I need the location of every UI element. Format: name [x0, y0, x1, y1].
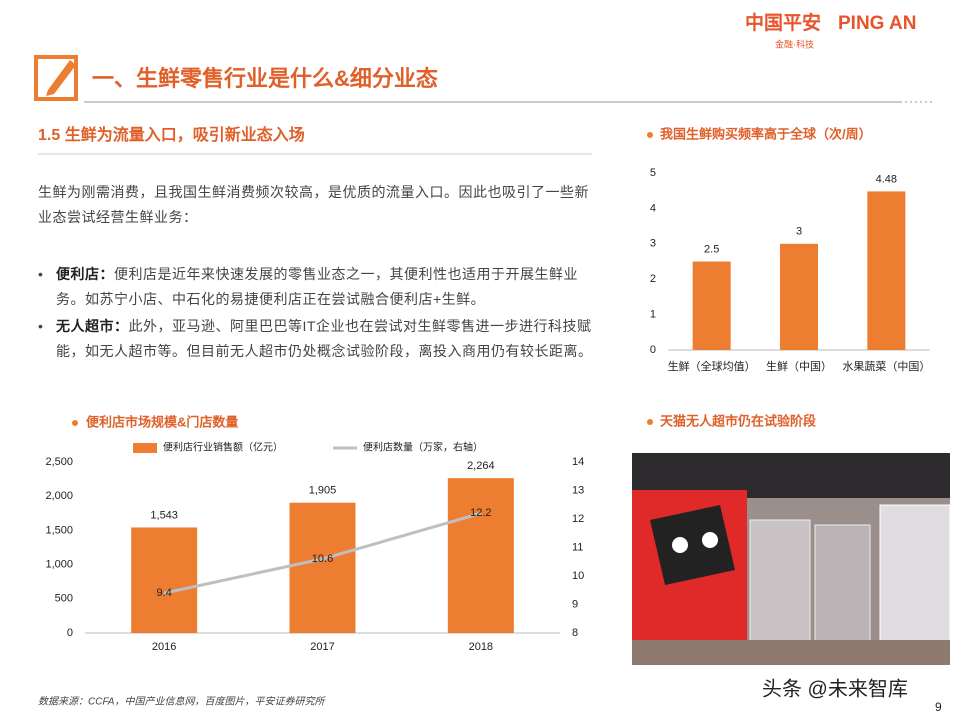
- tick-label: 4: [650, 202, 656, 214]
- tick-label: 10: [572, 570, 584, 582]
- chart-title: 我国生鲜购买频率高于全球（次/周）: [660, 126, 872, 141]
- tick-label: 0: [650, 344, 656, 356]
- chart-title: 便利店市场规模&门店数量: [86, 414, 238, 429]
- watermark: 头条 @未来智库: [762, 677, 908, 700]
- tick-label: 2,500: [45, 456, 73, 468]
- bar: [289, 502, 356, 633]
- x-tick-label: 2016: [152, 641, 176, 653]
- data-label: 2,264: [467, 460, 495, 472]
- tick-label: 2: [650, 273, 656, 285]
- x-tick-label: 水果蔬菜（中国）: [842, 360, 930, 373]
- logo-en: PING AN: [838, 13, 916, 34]
- subtitle: 1.5 生鲜为流量入口，吸引新业态入场: [38, 125, 305, 144]
- bar: [780, 243, 818, 350]
- data-label: 12.2: [470, 507, 491, 519]
- bar: [447, 478, 514, 633]
- tick-label: 8: [572, 627, 578, 639]
- bar: [131, 527, 198, 633]
- data-label: 9.4: [157, 587, 172, 599]
- pen-icon: [46, 60, 76, 96]
- x-tick-label: 生鲜（全球均值）: [668, 359, 756, 373]
- logo-cn: 中国平安: [745, 11, 821, 34]
- bar: [867, 191, 906, 350]
- bullet-text: 便利店是近年来快速发展的零售业态之一，其便利性也适用于开展生鲜业务。如苏宁小店、…: [56, 266, 578, 307]
- tick-label: 500: [55, 593, 73, 605]
- data-label: 4.48: [876, 173, 897, 185]
- x-tick-label: 生鲜（中国）: [766, 359, 832, 373]
- image-caption: 天猫无人超市仍在试验阶段: [660, 413, 816, 428]
- bullet: • 便利店：便利店是近年来快速发展的零售业态之一，其便利性也适用于开展生鲜业务。如…: [38, 266, 578, 307]
- data-label: 2.5: [704, 243, 719, 255]
- tick-label: 11: [572, 541, 583, 553]
- bullet-label: 便利店：: [56, 266, 114, 282]
- tick-label: 9: [572, 598, 578, 610]
- legend-label: 便利店数量（万家，右轴）: [363, 441, 483, 454]
- source: 数据来源：CCFA，中国产业信息网，百度图片，平安证券研究所: [38, 696, 326, 708]
- tick-label: 3: [650, 238, 656, 250]
- x-tick-label: 2017: [310, 641, 334, 653]
- logo-sub: 金融·科技: [775, 38, 814, 49]
- tick-label: 2,000: [45, 490, 73, 502]
- tick-label: 13: [572, 484, 584, 496]
- page-number: 9: [935, 700, 942, 714]
- tick-label: 0: [67, 627, 73, 639]
- title-icon: [34, 55, 78, 101]
- data-label: 1,543: [150, 509, 178, 521]
- tick-label: 1,000: [45, 559, 73, 571]
- legend-swatch: [133, 443, 157, 453]
- data-label: 10.6: [312, 553, 333, 565]
- bar: [692, 261, 731, 350]
- title-dot: [72, 420, 78, 426]
- tick-label: 1: [650, 309, 656, 321]
- bullet-text: 此外，亚马逊、阿里巴巴等IT企业也在尝试对生鲜零售进一步进行科技赋能，如无人超市…: [56, 318, 593, 359]
- line: [163, 511, 482, 595]
- legend-label: 便利店行业销售额（亿元）: [163, 441, 283, 454]
- tick-label: 14: [572, 456, 584, 468]
- intro: 生鲜为刚需消费，且我国生鲜消费频次较高，是优质的流量入口。因此也吸引了一些新业态…: [38, 184, 589, 225]
- x-tick-label: 2018: [469, 641, 493, 653]
- title-dot: [647, 419, 653, 425]
- data-label: 3: [796, 226, 802, 238]
- data-label: 1,905: [309, 485, 337, 497]
- title-dot: [647, 132, 653, 138]
- bullet-label: 无人超市：: [56, 318, 129, 334]
- tick-label: 1,500: [45, 524, 73, 536]
- photo: [632, 453, 951, 665]
- tick-label: 5: [650, 167, 656, 179]
- section-title: 一、生鲜零售行业是什么&细分业态: [92, 66, 438, 91]
- bullet: • 无人超市：此外，亚马逊、阿里巴巴等IT企业也在尝试对生鲜零售进一步进行科技赋能…: [38, 318, 593, 359]
- tick-label: 12: [572, 513, 584, 525]
